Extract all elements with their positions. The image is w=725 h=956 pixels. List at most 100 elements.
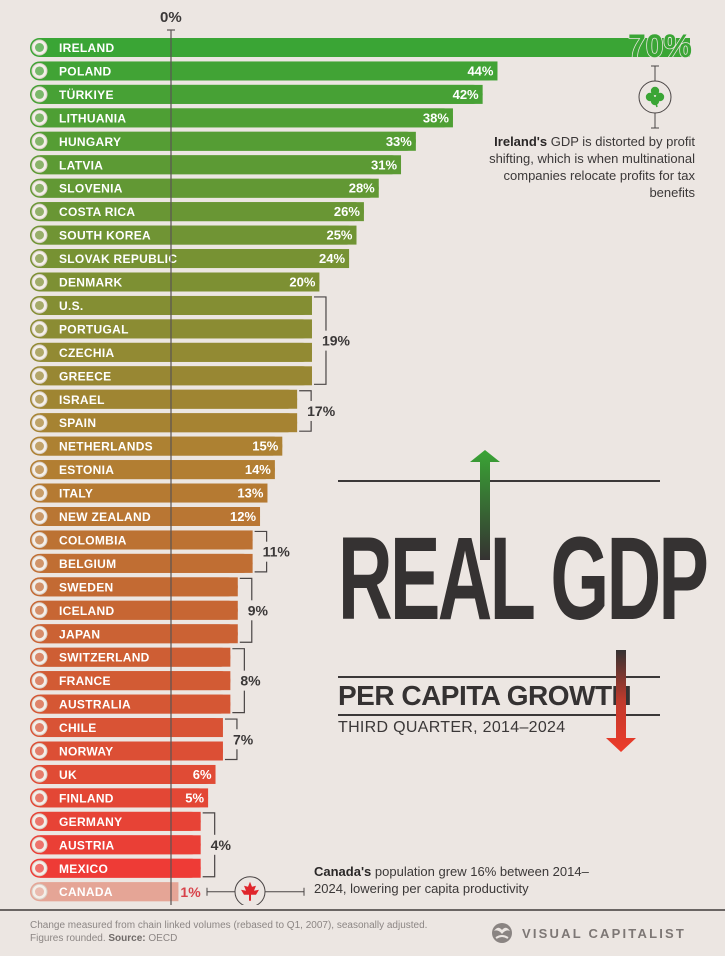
country-label: FRANCE [59, 674, 111, 688]
country-label: DENMARK [59, 276, 122, 290]
country-label: CANADA [59, 885, 113, 899]
country-label: COLOMBIA [59, 533, 127, 547]
flag-detail [35, 43, 44, 52]
flag-detail [35, 300, 44, 310]
bar-body [40, 530, 253, 550]
flag-detail [35, 66, 44, 76]
flag-detail [35, 465, 44, 475]
country-label: FINLAND [59, 791, 114, 805]
source-value: OECD [145, 933, 178, 944]
title-rule-middle [338, 676, 660, 678]
bar-body [40, 295, 312, 315]
value-label: 12% [230, 509, 256, 524]
group-bracket-11pct: 11% [254, 530, 290, 573]
title-subtitle: PER CAPITA GROWTH [338, 680, 632, 711]
bar-row-canada: CANADA 1% [30, 882, 201, 902]
country-label: PORTUGAL [59, 322, 129, 336]
bar-row-france: FRANCE [30, 671, 231, 691]
bar-body [40, 577, 238, 597]
bar-row-norway: NORWAY [30, 741, 223, 761]
flag-detail [35, 207, 44, 217]
bracket-gap [233, 729, 240, 750]
shamrock-leaf [650, 86, 660, 96]
flag-detail [35, 769, 44, 779]
bar-row-netherlands: NETHERLANDS 15% [30, 436, 283, 456]
bar-body [40, 61, 498, 81]
footnote-line-1: Change measured from chain linked volume… [30, 920, 428, 931]
title-rule-top [338, 480, 660, 482]
bar-row-poland: POLAND 44% [30, 61, 498, 81]
bar-body [40, 108, 453, 128]
flag-detail [35, 605, 44, 615]
bar-body [40, 507, 261, 526]
flag-detail [35, 699, 44, 709]
bar-row-sweden: SWEDEN [30, 577, 238, 597]
flag-detail [35, 136, 44, 146]
country-label: SWITZERLAND [59, 651, 150, 665]
country-label: CZECHIA [59, 346, 114, 360]
bar-body [40, 202, 364, 222]
country-label: AUSTRIA [59, 838, 114, 852]
canada-annotation-text: population grew 16% between 2014–2024, l… [314, 864, 589, 896]
bar-row-hungary: HUNGARY 33% [30, 131, 416, 151]
bar-body [40, 858, 201, 878]
country-label: ICELAND [59, 604, 114, 618]
bar-row-austria: AUSTRIA [30, 835, 201, 855]
bar-body [40, 436, 283, 456]
footnote: Change measured from chain linked volume… [30, 919, 427, 945]
value-label: 44% [467, 63, 493, 78]
bar-row-finland: FINLAND 5% [30, 788, 209, 808]
title-main: REAL GDP [338, 513, 709, 645]
flag-detail [35, 723, 44, 733]
country-label: LITHUANIA [59, 111, 126, 125]
country-label: NETHERLANDS [59, 440, 153, 454]
bar-body [40, 413, 298, 433]
bar-body [40, 624, 238, 644]
bracket-gap [263, 541, 270, 562]
brand-name: VISUAL CAPITALIST [522, 925, 687, 941]
bar-row-japan: JAPAN [30, 624, 238, 644]
bar-body [40, 366, 312, 386]
country-label: COSTA RICA [59, 205, 135, 219]
maple-leaf-icon [241, 881, 259, 901]
up-arrow-icon [470, 450, 500, 560]
bar-body [40, 38, 690, 57]
flag-detail [35, 371, 44, 381]
group-bracket-7pct: 7% [224, 718, 254, 761]
bracket-gap [241, 670, 248, 691]
bar-row-costa-rica: COSTA RICA 26% [30, 202, 364, 222]
bar-row-new-zealand: NEW ZEALAND 12% [30, 507, 261, 526]
country-label: MEXICO [59, 862, 108, 876]
bar-row-slovenia: SLOVENIA 28% [30, 178, 379, 198]
bar-body [40, 694, 231, 714]
bar-row-iceland: ICELAND [30, 600, 238, 620]
ireland-annotation-bold: Ireland's [494, 134, 548, 149]
value-label: 5% [185, 790, 204, 805]
flag-detail [35, 652, 44, 662]
country-label: SOUTH KOREA [59, 229, 151, 243]
bar-row-belgium: BELGIUM [30, 553, 253, 573]
flag-detail [35, 277, 44, 287]
country-label: ITALY [59, 487, 93, 501]
flag-detail [35, 394, 44, 404]
bar-body [40, 272, 320, 292]
country-label: GERMANY [59, 815, 122, 829]
flag-detail [35, 793, 44, 803]
value-label: 70% [628, 28, 692, 64]
flag-detail [35, 113, 44, 123]
value-label: 33% [386, 134, 412, 149]
value-label: 42% [453, 87, 479, 102]
value-label: 25% [326, 228, 352, 243]
flag-detail [35, 863, 44, 873]
group-label: 9% [248, 602, 269, 618]
canada-connector [206, 876, 305, 905]
bar-body [40, 882, 179, 902]
flag-detail [35, 254, 44, 264]
bar-row-latvia: LATVIA 31% [30, 155, 402, 175]
country-label: SLOVENIA [59, 182, 123, 196]
country-label: U.S. [59, 299, 84, 313]
flag-detail [35, 488, 44, 498]
flag-detail [35, 230, 44, 240]
bar-body [40, 647, 231, 667]
bar-body [40, 155, 402, 175]
